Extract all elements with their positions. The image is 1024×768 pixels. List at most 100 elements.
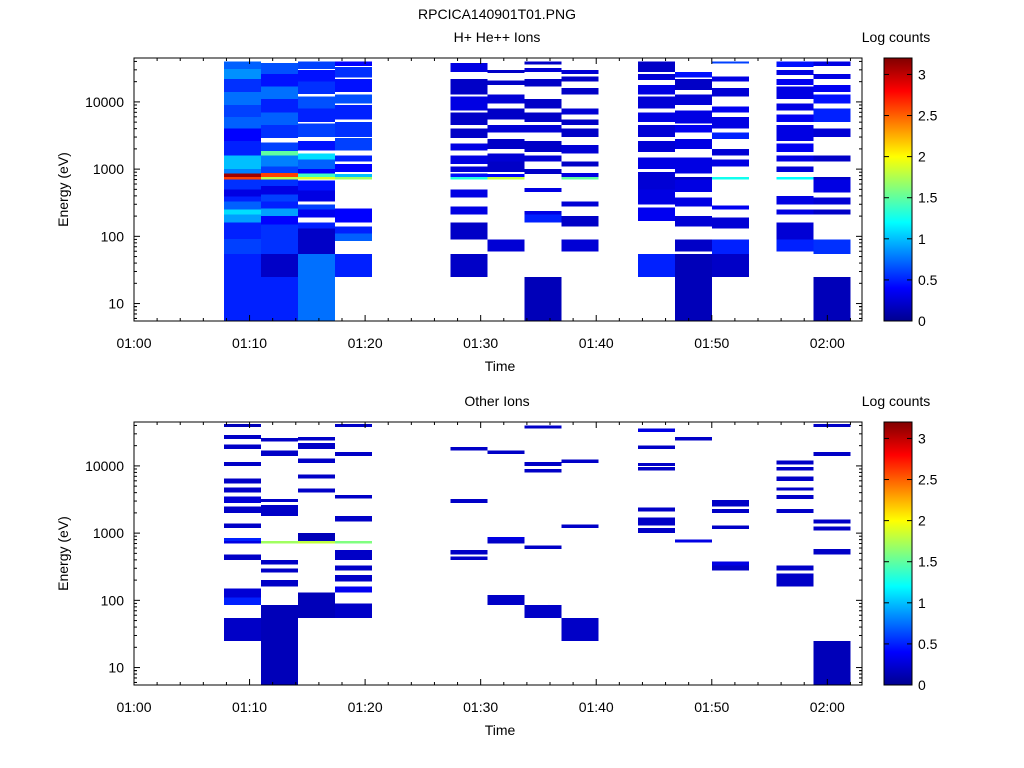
colorbar: 0 0.5 1 1.5 2 2.5 3 Log counts (862, 29, 938, 329)
heatmap-cell (298, 228, 336, 254)
x-tick-label: 02:00 (810, 335, 845, 351)
heatmap-cell (261, 580, 299, 587)
heatmap-cell (450, 189, 488, 198)
heatmap-cell (224, 68, 262, 79)
colorbar-label: Log counts (862, 393, 931, 409)
heatmap-cell (776, 239, 814, 252)
heatmap-cell (637, 253, 675, 277)
heatmap-cell (261, 499, 299, 503)
heatmap-cell (524, 545, 562, 550)
heatmap-cell (813, 519, 851, 524)
heatmap-cell (711, 500, 749, 507)
heatmap-cell (637, 466, 675, 471)
heatmap-cell (711, 177, 749, 180)
heatmap-cell (224, 487, 262, 493)
x-tick-label: 01:20 (348, 335, 383, 351)
heatmap-cell (561, 88, 599, 95)
heatmap-cell (261, 74, 299, 87)
heatmap-cell (450, 166, 488, 173)
heatmap-cell (335, 67, 373, 78)
heatmap-cell (335, 61, 373, 67)
heatmap-cell (776, 69, 814, 76)
heatmap-cell (776, 155, 814, 162)
heatmap-cell (335, 565, 373, 571)
heatmap-cell (711, 132, 749, 140)
heatmap-cells (224, 61, 851, 321)
heatmap-cell (335, 122, 373, 138)
heatmap-cell (561, 161, 599, 167)
heatmap-cell (261, 142, 299, 152)
heatmap-cell (524, 210, 562, 215)
heatmap-cell (261, 112, 299, 126)
x-tick-label: 01:00 (116, 335, 151, 351)
heatmap-cell (298, 190, 336, 202)
heatmap-cell (637, 517, 675, 526)
heatmap-cell (224, 496, 262, 504)
heatmap-cell (487, 540, 525, 544)
heatmap-cell (561, 172, 599, 178)
heatmap-cell (224, 424, 262, 427)
heatmap-cell (224, 141, 262, 156)
panel-h-he-ions: 01:00 01:10 01:20 01:30 01:40 01:50 02:00 Time 1… (55, 29, 938, 374)
heatmap-cell (224, 189, 262, 197)
heatmap-cell (524, 78, 562, 87)
heatmap-cell (450, 206, 488, 215)
x-axis-label: Time (485, 358, 516, 374)
heatmap-cell (561, 201, 599, 207)
heatmap-cell (224, 209, 262, 215)
heatmap-cell (637, 74, 675, 81)
heatmap-cell (298, 177, 336, 180)
heatmap-cell (776, 565, 814, 571)
heatmap-cell (561, 459, 599, 464)
heatmap-cell (637, 84, 675, 95)
heatmap-cell (776, 487, 814, 491)
heatmap-cell (711, 239, 749, 254)
heatmap-cell (637, 428, 675, 432)
heatmap-cell (335, 155, 373, 162)
heatmap-cell (813, 276, 851, 321)
colorbar-tick-label: 0.5 (918, 636, 938, 652)
heatmap-cell (776, 209, 814, 215)
heatmap-cell (450, 112, 488, 126)
heatmap-cells (224, 424, 851, 685)
heatmap-cell (524, 468, 562, 473)
heatmap-cell (674, 177, 712, 180)
heatmap-cell (637, 527, 675, 534)
heatmap-cell (224, 169, 262, 174)
heatmap-cell (450, 62, 488, 72)
heatmap-cell (335, 253, 373, 277)
heatmap-cell (487, 161, 525, 173)
x-tick-label: 01:10 (232, 335, 267, 351)
x-axis-label: Time (485, 722, 516, 738)
heatmap-cell (674, 110, 712, 124)
heatmap-cell (224, 434, 262, 440)
heatmap-cell (224, 214, 262, 223)
colorbar-tick-label: 1.5 (918, 554, 938, 570)
y-tick-label: 1000 (93, 525, 124, 541)
heatmap-cell (561, 617, 599, 641)
heatmap-cell (335, 424, 373, 427)
x-tick-label: 01:50 (694, 335, 729, 351)
heatmap-cell (335, 494, 373, 499)
plot-area (134, 422, 862, 685)
heatmap-cell (335, 515, 373, 522)
heatmap-cell (450, 155, 488, 164)
heatmap-cell (813, 452, 851, 457)
heatmap-cell (524, 214, 562, 223)
heatmap-cell (335, 233, 373, 242)
heatmap-cell (261, 179, 299, 187)
heatmap-cell (450, 447, 488, 451)
heatmap-cell (813, 61, 851, 67)
heatmap-cell (524, 155, 562, 162)
heatmap-cell (561, 108, 599, 115)
x-tick-label: 01:40 (579, 699, 614, 715)
heatmap-cell (674, 197, 712, 207)
heatmap-cell (450, 253, 488, 277)
heatmap-cell (711, 61, 749, 64)
colorbar-tick-label: 1.5 (918, 190, 938, 206)
colorbar-tick-label: 3 (918, 430, 926, 446)
heatmap-cell (813, 74, 851, 79)
heatmap-cell (561, 76, 599, 82)
heatmap-cell (524, 112, 562, 123)
heatmap-cell (637, 112, 675, 123)
